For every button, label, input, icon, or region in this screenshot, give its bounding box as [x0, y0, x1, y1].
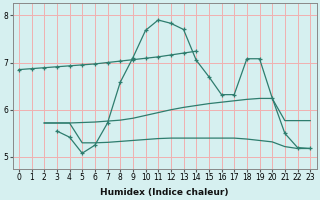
X-axis label: Humidex (Indice chaleur): Humidex (Indice chaleur)	[100, 188, 229, 197]
